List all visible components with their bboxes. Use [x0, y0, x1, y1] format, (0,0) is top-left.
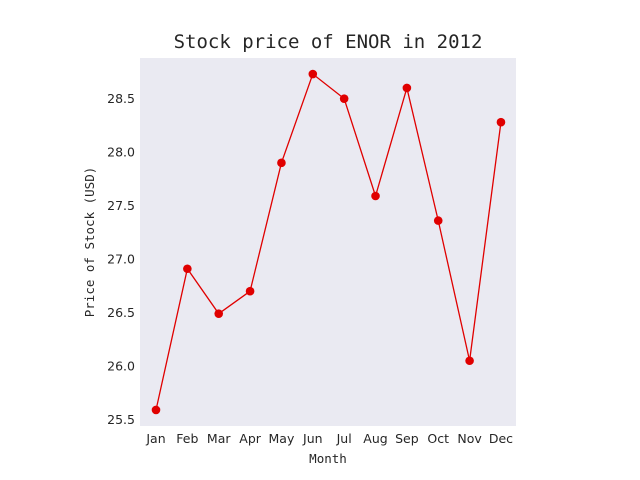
- y-tick-label: 26.5: [107, 305, 135, 320]
- x-axis-label: Month: [309, 451, 347, 466]
- y-tick-label: 27.5: [107, 198, 135, 213]
- y-axis-ticks: 25.5 26.0 26.5 27.0 27.5 28.0 28.5: [107, 91, 135, 427]
- y-tick-label: 25.5: [107, 412, 135, 427]
- x-tick-label: Feb: [176, 431, 198, 446]
- data-point: [214, 309, 224, 318]
- data-point: [465, 356, 474, 366]
- data-point: [245, 286, 255, 296]
- x-tick-label: Mar: [207, 431, 231, 446]
- x-tick-label: Dec: [489, 431, 513, 446]
- data-point: [183, 264, 192, 274]
- data-point: [277, 158, 286, 168]
- x-tick-label: Nov: [457, 431, 482, 446]
- series-price: [151, 69, 506, 415]
- data-point: [402, 83, 412, 93]
- x-tick-label: Aug: [363, 431, 387, 446]
- data-point: [433, 216, 443, 225]
- y-tick-label: 26.0: [107, 359, 135, 374]
- x-tick-label: Oct: [427, 431, 449, 446]
- x-tick-label: Sep: [395, 431, 419, 446]
- x-tick-label: Jun: [302, 431, 323, 446]
- y-axis-label: Price of Stock (USD): [82, 167, 97, 318]
- y-tick-label: 28.0: [107, 145, 135, 160]
- series-line: [155, 72, 502, 411]
- data-point: [371, 191, 380, 201]
- x-tick-label: Jul: [336, 431, 352, 446]
- data-point: [308, 69, 318, 79]
- y-tick-label: 27.0: [107, 252, 135, 267]
- data-point: [339, 94, 349, 103]
- x-axis-ticks: Jan Feb Mar Apr May Jun Jul Aug Sep Oct Nov Dec: [145, 431, 513, 446]
- x-tick-label: Apr: [239, 431, 261, 446]
- x-tick-label: May: [269, 431, 295, 446]
- data-point: [496, 117, 506, 127]
- plot-area: [140, 58, 516, 426]
- y-tick-label: 28.5: [107, 91, 135, 106]
- x-tick-label: Jan: [145, 431, 165, 446]
- chart-title: Stock price of ENOR in 2012: [173, 31, 483, 53]
- data-point: [151, 405, 161, 415]
